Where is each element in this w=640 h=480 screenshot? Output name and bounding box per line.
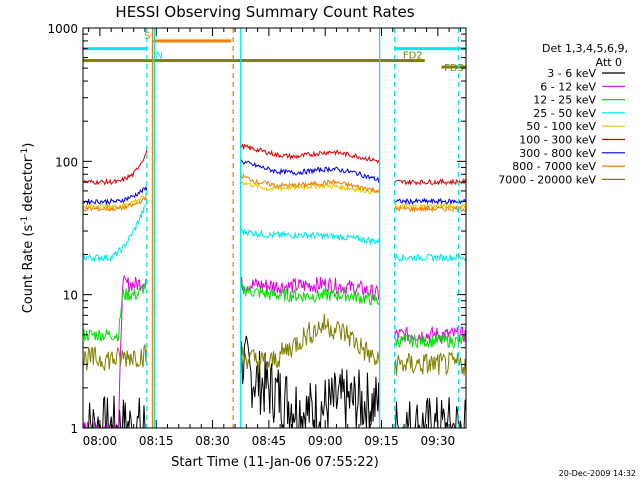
legend-label: 800 - 7000 keV [512,160,596,173]
series-line [82,343,148,371]
series-line [394,197,467,206]
y-tick-label: 10 [63,289,78,303]
legend-header-attenuator: Att 0 [596,56,622,69]
y-tick-label: 1000 [47,22,78,36]
state-marker-label: N [155,51,162,62]
legend-label: 50 - 100 keV [526,120,596,133]
x-tick-label: 09:15 [364,434,399,448]
series-line [83,201,148,263]
x-tick-label: 09:30 [421,434,456,448]
state-bars-layer: FD2 FD3 SN [83,31,466,74]
series-line [240,335,381,429]
x-tick-label: 08:00 [83,434,118,448]
y-tick-label: 100 [55,155,78,169]
series-line [394,253,467,263]
series-line [240,227,381,246]
state-bar-label: FD2 [403,51,423,62]
state-bar [83,59,425,63]
legend-header-detectors: Det 1,3,4,5,6,9, [542,42,628,55]
x-axis-label: Start Time (11-Jan-06 07:55:22) [171,455,379,470]
legend-label: 12 - 25 keV [533,94,596,107]
x-tick-label: 09:00 [308,434,343,448]
legend-label: 3 - 6 keV [547,67,596,80]
series-line [394,333,467,349]
series-line [82,185,148,206]
series-line [394,350,467,376]
legend-label: 7000 - 20000 keV [498,173,596,186]
series-line [240,180,381,195]
x-tick-label: 08:15 [139,434,174,448]
state-bar [83,47,147,51]
x-tick-label: 08:45 [252,434,287,448]
plot-frame [82,27,467,429]
state-bar [441,65,466,69]
legend-label: 300 - 800 keV [519,147,596,160]
y-axis-label: Count Rate (s-1 detector-1) [20,143,36,314]
state-bar-label: FD3 [444,63,464,74]
legend-label: 6 - 12 keV [540,80,596,93]
series-line [240,143,380,164]
state-bar [152,39,232,43]
series-line [82,395,147,429]
series-line [82,197,148,213]
series-line [82,192,148,211]
series-line [240,313,381,373]
series-line [394,396,467,429]
series-line [394,177,467,187]
series-line [394,325,467,345]
legend-label: 100 - 300 keV [519,134,596,147]
x-tick-label: 08:30 [195,434,230,448]
state-bar-label: S [144,31,150,42]
series-line [240,173,381,194]
x-axis: 08:00 08:15 08:30 08:45 09:00 09:15 09:30 [83,28,461,448]
series-line [240,159,381,184]
y-tick-label: 1 [70,422,78,436]
series-line [394,204,467,213]
series-line [240,282,381,306]
series-line [394,202,467,210]
y-axis: 1 10 100 1000 [47,22,466,436]
state-bar [394,47,466,51]
chart-title: HESSI Observing Summary Count Rates [115,3,414,21]
series-layer [82,143,467,429]
legend-label: 25 - 50 keV [533,107,596,120]
series-line [240,276,381,301]
state-vlines-layer [146,28,460,428]
series-line [82,279,148,342]
timestamp: 20-Dec-2009 14:32 [559,469,636,478]
series-line [82,148,148,186]
